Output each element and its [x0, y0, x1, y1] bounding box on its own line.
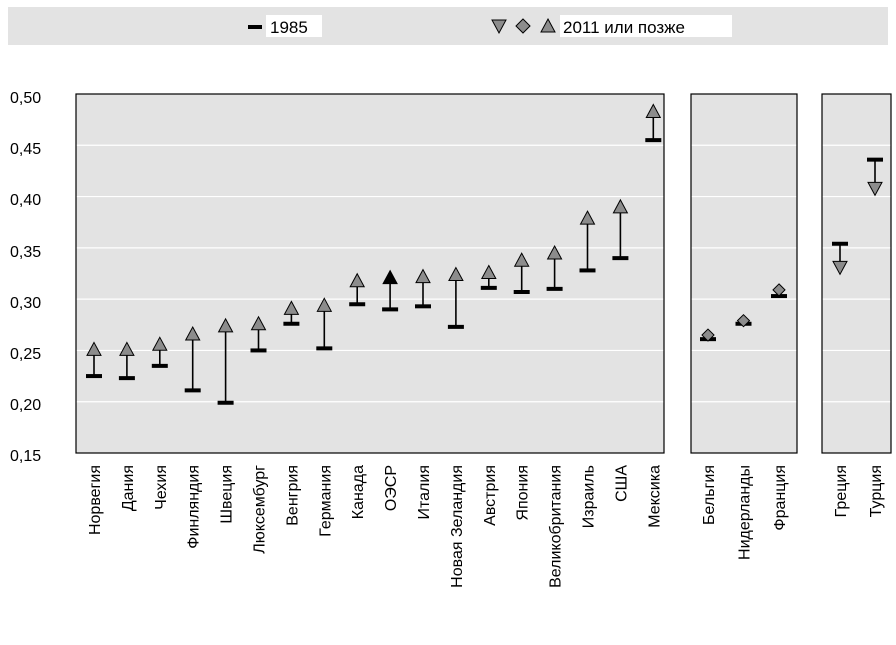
- marker-2011-triangle-up: [579, 210, 596, 225]
- marker-2011-triangle-up: [382, 269, 398, 285]
- marker-2011-triangle-up: [612, 198, 629, 214]
- data-point-group: [382, 269, 399, 312]
- category-label: Дания: [120, 465, 137, 511]
- y-tick-label: 0,45: [10, 141, 41, 158]
- panel-stable: Бельгия Нидерланды Франция: [690, 93, 798, 560]
- y-tick-label: 0,20: [10, 397, 41, 414]
- legend-markers-2011: [491, 17, 556, 35]
- legend-label-1985: 1985: [270, 18, 308, 37]
- panel-decrease: Греция Турция: [821, 93, 892, 517]
- category-label: Австрия: [482, 465, 499, 526]
- category-label: Нидерланды: [737, 465, 754, 560]
- y-axis-tick-labels: 0,50 0,45 0,40 0,35 0,30 0,25 0,20 0,15: [10, 90, 41, 465]
- data-point-group: [283, 300, 300, 326]
- data-point-group: [832, 241, 848, 276]
- category-label: Италия: [416, 465, 433, 519]
- data-point-group: [480, 264, 497, 290]
- marker-2011-triangle-up: [513, 252, 530, 267]
- category-label: Германия: [317, 465, 334, 537]
- y-tick-label: 0,50: [10, 90, 41, 107]
- marker-2011-diamond: [701, 328, 715, 342]
- legend-label-2011: 2011 или позже: [563, 18, 685, 37]
- data-point-group: [546, 244, 563, 291]
- marker-2011-triangle-up: [349, 272, 366, 288]
- category-label: Турция: [868, 465, 885, 517]
- marker-2011-triangle-up: [283, 300, 300, 315]
- legend-triangle-up-icon: [540, 17, 556, 33]
- category-label: Канада: [350, 465, 367, 519]
- marker-2011-triangle-up: [250, 315, 267, 331]
- data-point-group: [612, 198, 629, 261]
- marker-2011-triangle-up: [316, 297, 333, 312]
- marker-2011-triangle-down: [867, 181, 883, 197]
- data-point-group: [867, 157, 883, 197]
- category-label: Люксембург: [252, 465, 269, 554]
- marker-2011-triangle-down: [832, 260, 848, 276]
- marker-2011-triangle-up: [151, 336, 168, 351]
- category-label: Финляндия: [186, 465, 203, 549]
- panel-frame: [75, 93, 665, 454]
- panel-frame: [821, 93, 892, 454]
- marker-2011-triangle-up: [217, 317, 234, 333]
- category-label: Новая Зеландия: [449, 465, 466, 588]
- data-point-group: [771, 283, 787, 299]
- marker-2011-triangle-up: [546, 244, 563, 260]
- marker-2011-triangle-up: [415, 268, 431, 284]
- data-point-group: [316, 297, 333, 351]
- category-label: Норвегия: [87, 465, 104, 535]
- marker-2011-triangle-up: [184, 325, 201, 341]
- legend-triangle-down-icon: [491, 19, 507, 35]
- panel-background: [76, 94, 664, 453]
- category-label: Великобритания: [548, 465, 565, 588]
- marker-2011-triangle-up: [119, 341, 135, 356]
- legend-diamond-icon: [515, 18, 531, 34]
- chart-panels: Норвегия Дания Чехия Финляндия Швеция Люксемб…: [75, 93, 892, 588]
- data-point-group: [217, 317, 234, 405]
- category-label: Япония: [515, 465, 532, 521]
- marker-2011-diamond: [772, 283, 786, 297]
- y-tick-label: 0,40: [10, 192, 41, 209]
- data-point-group: [118, 341, 135, 381]
- data-point-group: [349, 272, 366, 307]
- data-point-group: [250, 315, 267, 353]
- marker-2011-triangle-up: [448, 266, 464, 282]
- y-tick-label: 0,35: [10, 244, 41, 261]
- category-label: Чехия: [153, 465, 170, 510]
- y-tick-label: 0,15: [10, 448, 41, 465]
- panel-frame: [690, 93, 798, 454]
- data-point-group: [735, 313, 752, 328]
- data-point-group: [513, 252, 530, 294]
- marker-2011-triangle-up: [480, 264, 497, 279]
- data-point-group: [700, 328, 716, 342]
- category-label: Израиль: [581, 465, 598, 528]
- panel-background: [822, 94, 891, 453]
- data-point-group: [447, 266, 464, 329]
- data-point-group: [184, 325, 201, 393]
- y-tick-label: 0,25: [10, 346, 41, 363]
- category-label: Франция: [772, 465, 789, 531]
- legend-box-2011: [560, 15, 732, 37]
- category-label: США: [613, 465, 630, 502]
- marker-2011-diamond: [736, 313, 751, 328]
- category-label: Греция: [833, 465, 850, 517]
- data-point-group: [86, 341, 102, 379]
- category-label: Швеция: [219, 465, 236, 524]
- legend-box-1985: [266, 15, 322, 37]
- data-point-group: [645, 103, 662, 143]
- data-point-group: [151, 336, 168, 368]
- marker-2011-triangle-up: [645, 103, 662, 118]
- category-label: Венгрия: [284, 465, 301, 526]
- data-point-group: [579, 210, 596, 273]
- category-label: Бельгия: [701, 465, 718, 525]
- panel-increase: Норвегия Дания Чехия Финляндия Швеция Люксемб…: [75, 93, 665, 588]
- category-label: ОЭСР: [383, 465, 400, 511]
- data-point-group: [415, 268, 431, 309]
- panel-background: [691, 94, 797, 453]
- category-label: Мексика: [646, 465, 663, 528]
- y-tick-label: 0,30: [10, 295, 41, 312]
- legend-band: [8, 7, 888, 45]
- marker-2011-triangle-up: [86, 341, 102, 356]
